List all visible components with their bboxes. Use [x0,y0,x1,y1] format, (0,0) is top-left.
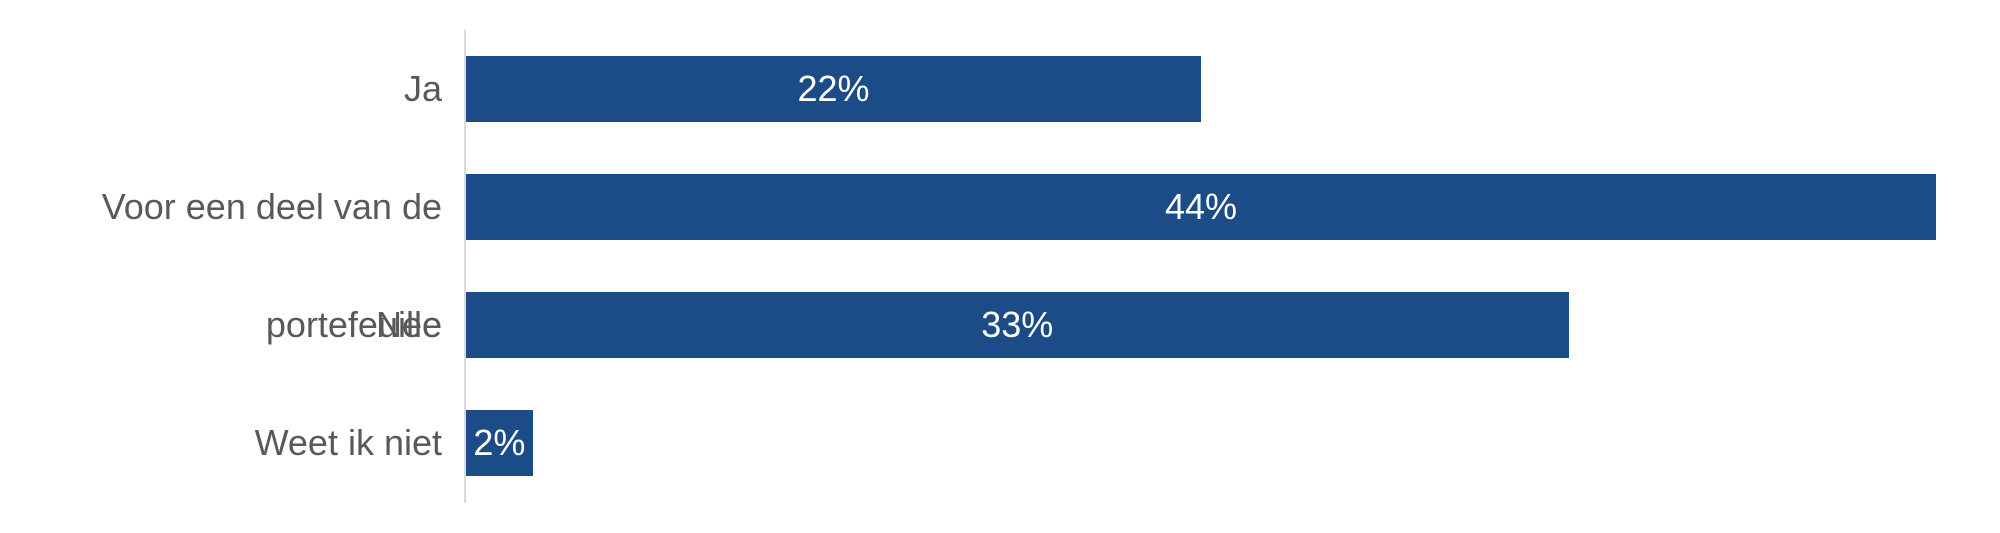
bar: 33% [466,292,1569,358]
bar-value-label: 44% [1165,186,1237,228]
horizontal-bar-chart: Ja 22% Voor een deel van de portefeuille 44… [0,0,2000,533]
bar: 22% [466,56,1201,122]
category-label: Voor een deel van de portefeuille [0,148,442,266]
bar: 44% [466,174,1936,240]
category-label: Ja [0,30,442,148]
bar-value-label: 2% [473,422,525,464]
bar: 2% [466,410,533,476]
category-label: Weet ik niet [0,384,442,502]
category-label: Nee [0,266,442,384]
bar-value-label: 22% [797,68,869,110]
bar-value-label: 33% [981,304,1053,346]
